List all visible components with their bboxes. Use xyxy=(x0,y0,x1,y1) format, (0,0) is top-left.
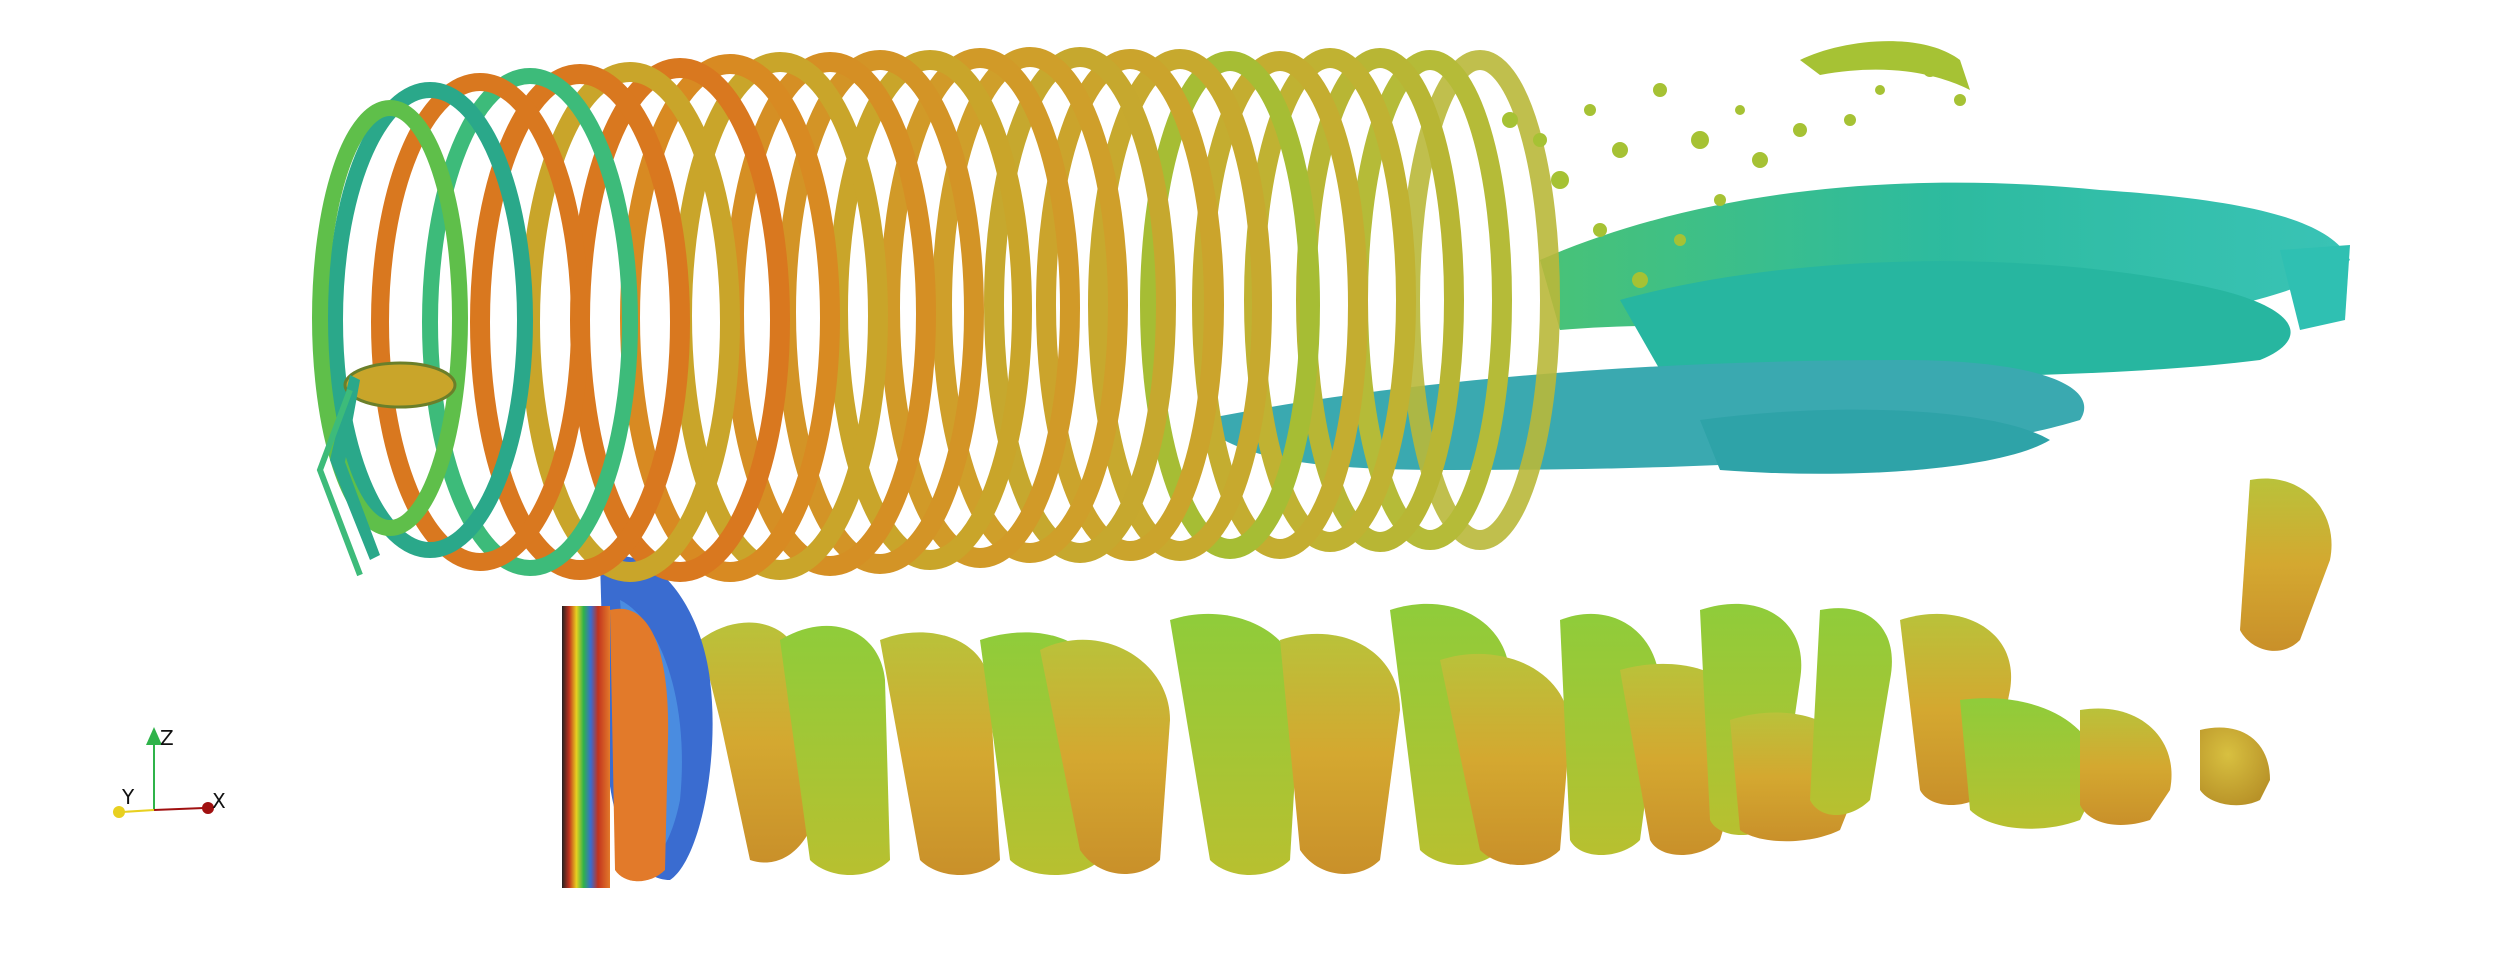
z-axis-label: Z xyxy=(160,726,174,750)
x-axis-label: X xyxy=(212,789,226,813)
y-axis-arrow-icon xyxy=(113,806,125,818)
tower xyxy=(562,606,610,888)
tower-and-near-wake xyxy=(562,556,713,888)
near-wall-vortex-legs xyxy=(700,478,2332,875)
x-axis-arrow-icon xyxy=(202,802,214,814)
x-axis-line xyxy=(153,807,205,811)
rotor-nacelle xyxy=(316,361,457,577)
y-axis-label: Y xyxy=(121,785,135,809)
orientation-axes: Z X Y xyxy=(113,726,226,818)
z-axis-arrow-icon xyxy=(146,727,162,745)
turbulent-breakdown xyxy=(1502,41,1970,288)
tip-vortex-rings xyxy=(312,47,1560,582)
y-axis-line xyxy=(121,809,155,813)
